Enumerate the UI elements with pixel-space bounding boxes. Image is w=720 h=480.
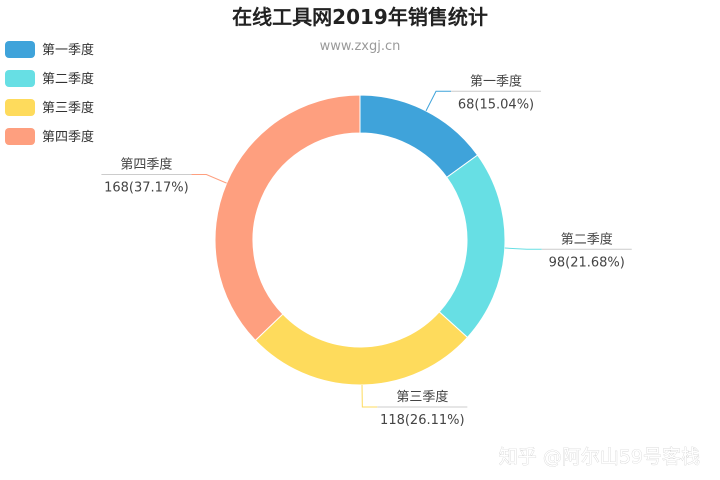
legend-label-4[interactable]: 第四季度 — [42, 129, 94, 145]
legend-label-2[interactable]: 第二季度 — [42, 71, 94, 87]
watermark: 知乎 @阿尔山59号客栈 — [499, 446, 700, 468]
donut-slices — [214, 94, 506, 386]
leader-line-3 — [361, 384, 378, 408]
legend-swatch-1[interactable] — [5, 41, 35, 58]
slice-4[interactable] — [214, 94, 361, 342]
legend-label-3[interactable]: 第三季度 — [42, 100, 94, 116]
leader-line-2 — [504, 247, 542, 250]
slice-name-label-1: 第一季度 — [470, 73, 522, 89]
legend-swatch-2[interactable] — [5, 70, 35, 87]
slice-name-label-3: 第三季度 — [396, 389, 448, 405]
legend-swatch-3[interactable] — [5, 99, 35, 116]
leader-line-4 — [191, 173, 227, 184]
slice-name-label-2: 第二季度 — [561, 231, 613, 247]
slice-value-label-3: 118(26.11%) — [380, 413, 465, 428]
slice-value-label-2: 98(21.68%) — [549, 255, 625, 270]
chart-subtitle: www.zxgj.cn — [320, 39, 401, 54]
slice-2[interactable] — [438, 154, 506, 339]
chart-title: 在线工具网2019年销售统计 — [232, 5, 488, 29]
slice-name-label-4: 第四季度 — [120, 156, 172, 172]
slice-value-label-1: 68(15.04%) — [458, 97, 534, 112]
leader-line-1 — [425, 90, 452, 112]
legend-swatch-4[interactable] — [5, 128, 35, 145]
legend-label-1[interactable]: 第一季度 — [42, 42, 94, 58]
slice-value-label-4: 168(37.17%) — [104, 180, 189, 195]
slice-3[interactable] — [254, 311, 469, 386]
slice-labels: 第一季度 68(15.04%) 第二季度 98(21.68%) 第三季度 118(26.1… — [101, 73, 632, 428]
